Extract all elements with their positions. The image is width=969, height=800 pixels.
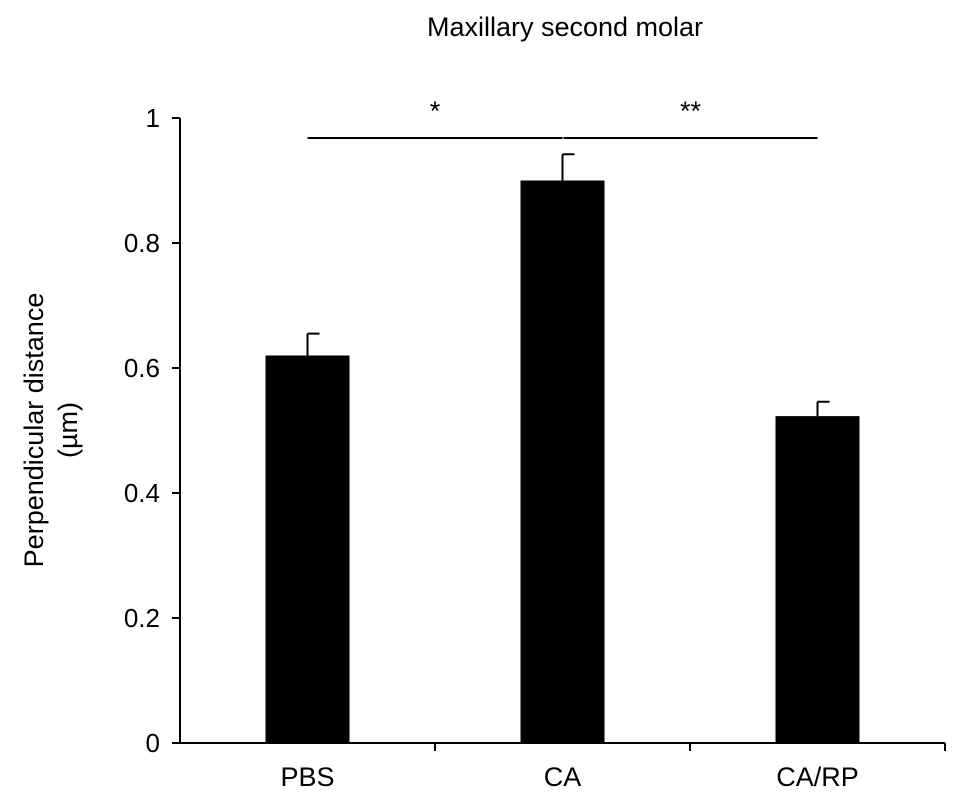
y-tick-label: 0.2 [124,603,160,633]
y-tick-label: 0.4 [124,478,160,508]
y-tick-label: 0.6 [124,353,160,383]
y-tick-label: 1 [146,103,160,133]
chart-title: Maxillary second molar [427,12,703,42]
bar-ca [520,180,605,743]
x-tick-label: CA/RP [776,762,859,792]
x-tick-label: CA [544,762,582,792]
y-tick-label: 0.8 [124,228,160,258]
x-tick-label: PBS [280,762,334,792]
y-tick-label: 0 [146,728,160,758]
y-axis-label-line1: Perpendicular distance [19,293,49,568]
bar-pbs [265,355,350,743]
significance-label: * [430,96,441,126]
y-axis-label-line2: (µm) [53,402,83,458]
significance-label: ** [680,96,702,126]
bar-ca-rp [775,416,860,743]
